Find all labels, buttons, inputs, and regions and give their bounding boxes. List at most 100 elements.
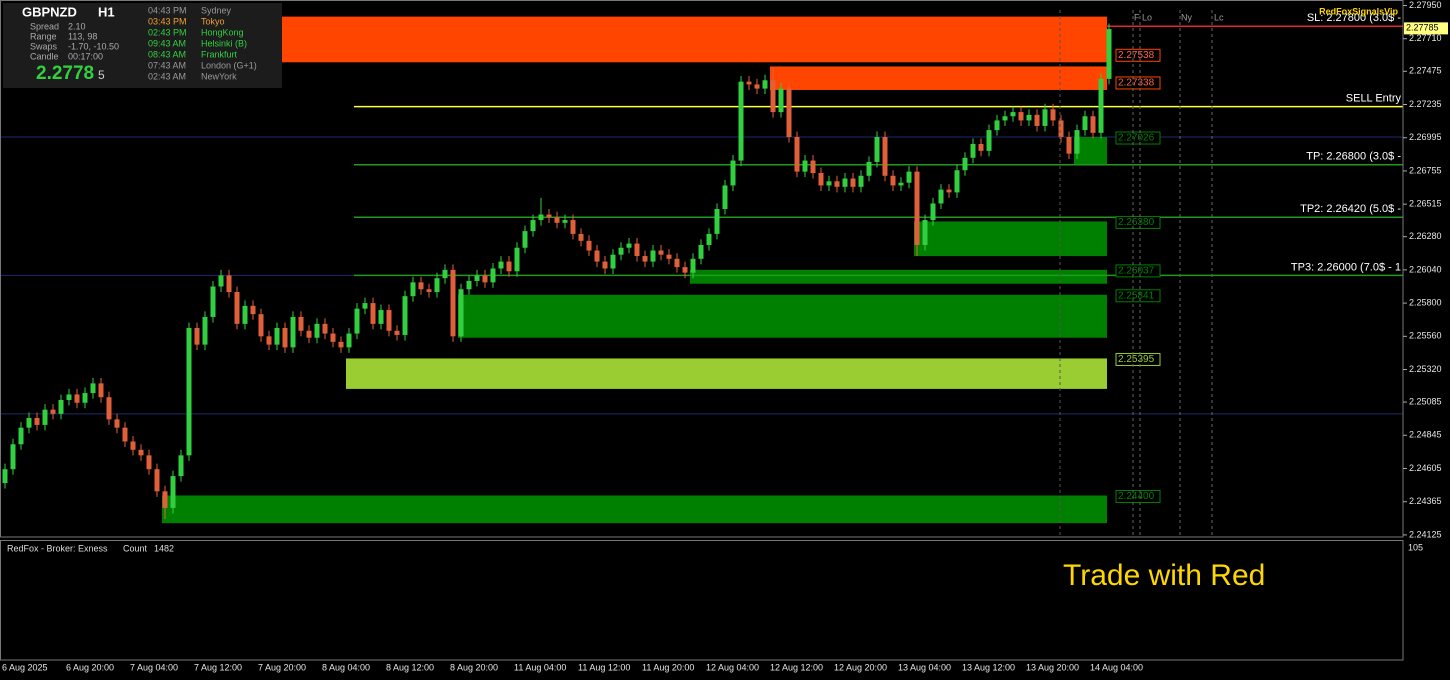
candle-body (530, 220, 536, 232)
session-time: 03:43 PM (148, 16, 187, 26)
zone-label-box (1115, 289, 1161, 303)
candle-body (794, 137, 800, 172)
symbol: GBPNZD (22, 4, 77, 19)
candle-body (994, 120, 1000, 131)
stat-value: 2.10 (68, 21, 86, 31)
candle-body (538, 214, 544, 221)
y-tick-label: 2.27950 (1409, 0, 1442, 10)
candle-body (690, 258, 696, 273)
candle-body (810, 160, 816, 174)
candle-body (370, 303, 376, 324)
stat-name: Candle (30, 51, 59, 61)
y-tick-label: 2.27710 (1409, 33, 1442, 43)
candle-body (218, 275, 224, 287)
candle-body (898, 182, 904, 186)
candle-body (1074, 130, 1080, 154)
candle-body (954, 170, 960, 193)
stat-value: 113, 98 (68, 31, 97, 41)
candle-body (354, 308, 360, 334)
x-tick-label: 7 Aug 20:00 (258, 662, 306, 672)
candle-body (130, 441, 136, 450)
banner: Trade with Red (1063, 559, 1265, 592)
panel-bg (3, 3, 282, 88)
stat-value: 00:17:00 (68, 51, 103, 61)
session-label: Ny (1181, 12, 1192, 22)
candle-body (474, 275, 480, 281)
candle-body (450, 269, 456, 337)
candle-body (1082, 116, 1088, 131)
candle-body (858, 175, 864, 187)
x-tick-label: 12 Aug 12:00 (770, 662, 823, 672)
timeframe: H1 (98, 4, 115, 19)
candle-body (202, 316, 208, 345)
candle-body (490, 268, 496, 283)
candle-body (194, 328, 200, 345)
candle-body (10, 444, 16, 470)
zone (690, 269, 1107, 284)
candle-body (26, 417, 32, 428)
candle-body (386, 310, 392, 331)
session-name: Helsinki (B) (201, 38, 247, 48)
candle-body (594, 250, 600, 262)
candle-body (186, 328, 192, 456)
session-label: Lc (1214, 12, 1224, 22)
candle-body (866, 161, 872, 176)
candle-body (514, 247, 520, 272)
session-time: 02:43 PM (148, 27, 187, 37)
candle-body (178, 455, 184, 477)
session-name: Tokyo (201, 16, 225, 26)
candle-body (74, 394, 80, 403)
candle-body (786, 88, 792, 138)
zone-label: 2.25395 (1118, 354, 1155, 365)
trade-label: TP2: 2.26420 (5.0$ - (1300, 203, 1401, 215)
candle-body (946, 189, 952, 193)
x-tick-label: 12 Aug 04:00 (706, 662, 759, 672)
zone-label: 2.25841 (1118, 290, 1155, 301)
candle-body (274, 328, 280, 345)
x-tick-label: 11 Aug 12:00 (578, 662, 630, 672)
zone-label-box (1115, 264, 1161, 278)
stat-name: Spread (30, 21, 59, 31)
last-price-label: 2.27785 (1406, 23, 1439, 33)
candle-body (722, 185, 728, 209)
zone (914, 221, 1107, 257)
candle-body (434, 278, 440, 293)
session-name: London (G+1) (201, 60, 257, 70)
y-tick-label: 2.24125 (1409, 529, 1442, 539)
trade-label: TP: 2.26800 (3.0$ - (1306, 151, 1401, 163)
candle-body (66, 394, 72, 400)
candle-body (650, 250, 656, 262)
candle-body (2, 469, 8, 484)
candle-body (834, 181, 840, 187)
candle-body (978, 143, 984, 151)
candle-body (970, 143, 976, 158)
main-pane: SL: 2.27800 (3.0$ - SELL Entry TP: 2.26800… (0, 12, 1403, 524)
zone-label: 2.24400 (1118, 491, 1155, 502)
candle-body (610, 254, 616, 269)
y-tick-label: 2.26040 (1409, 264, 1442, 274)
y-tick-label: 2.25085 (1409, 396, 1442, 406)
session-time: 07:43 AM (148, 60, 186, 70)
y-tick-label: 2.25320 (1409, 364, 1442, 374)
candle-body (1066, 137, 1072, 154)
candle-body (682, 267, 688, 273)
x-tick-label: 6 Aug 2025 (2, 662, 48, 672)
last-price-box (1404, 22, 1448, 35)
price-big: 2.2778 (36, 63, 94, 84)
zone-label: 2.26037 (1118, 266, 1155, 277)
candle-body (418, 282, 424, 290)
x-tick-label: 13 Aug 04:00 (898, 662, 951, 672)
candle-body (578, 233, 584, 241)
candle-body (714, 208, 720, 234)
stat-name: Swaps (30, 41, 58, 51)
zone-label-box (1115, 48, 1161, 62)
candle-body (570, 220, 576, 234)
zone-label: 2.27026 (1118, 133, 1155, 144)
candle-body (890, 175, 896, 186)
candle-body (842, 178, 848, 187)
candle-body (1106, 29, 1112, 79)
candle-body (1010, 112, 1016, 117)
x-tick-label: 8 Aug 04:00 (322, 662, 370, 672)
session-time: 09:43 AM (148, 38, 186, 48)
